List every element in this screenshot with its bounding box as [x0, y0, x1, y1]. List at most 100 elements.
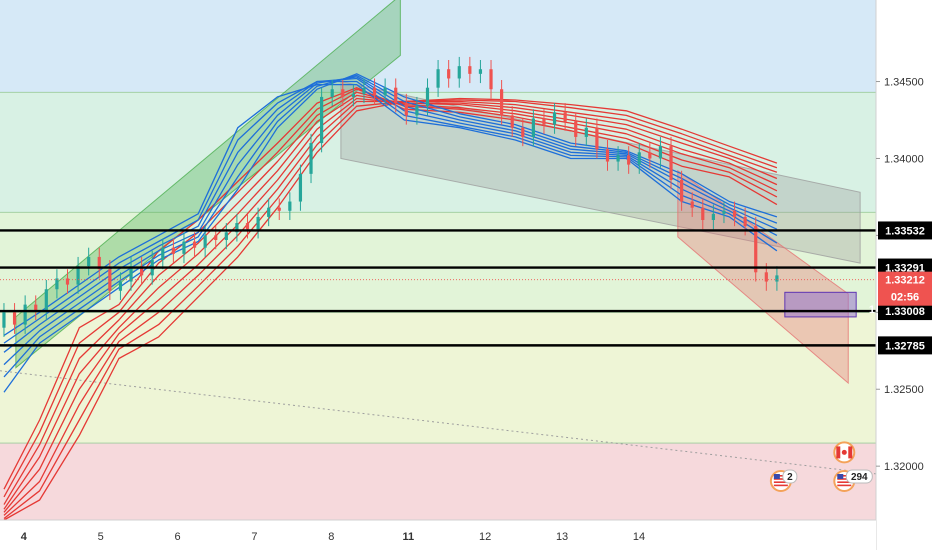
economic-events[interactable]: 2 294	[769, 441, 873, 492]
us-flag-stripe-2	[837, 481, 852, 483]
level-tag-label-1: 1.33291	[885, 263, 925, 275]
candle-60	[637, 152, 641, 165]
dotted-trend-line	[0, 370, 877, 475]
candle-58	[616, 155, 620, 162]
blue-ma-0	[3, 83, 778, 336]
blue-ma-5	[3, 73, 778, 393]
ca-flag-right	[848, 446, 853, 459]
level-tag-2	[878, 302, 932, 321]
ca-flag-leaf	[841, 449, 847, 455]
candle-66	[701, 207, 705, 220]
candle-71	[754, 226, 758, 273]
red-ma-3	[3, 94, 778, 510]
event-count-bubble	[782, 469, 798, 484]
candle-39	[415, 106, 419, 116]
candle-15	[161, 247, 165, 260]
x-tick-label-0: 4	[21, 531, 28, 543]
y-tick-label-5: 1.34500	[884, 77, 924, 89]
candle-70	[743, 216, 747, 227]
us-flag-stripe-0	[773, 475, 788, 477]
event-badge-0[interactable]: 2	[769, 469, 798, 492]
candle-18	[192, 241, 197, 248]
candle-49	[521, 127, 525, 137]
candle-3	[34, 304, 38, 311]
target-box	[784, 291, 857, 318]
candle-1	[12, 312, 17, 325]
event-badge-1[interactable]	[833, 441, 856, 464]
channel-0	[15, 0, 401, 369]
x-tick-label-4: 8	[328, 531, 334, 543]
candle-13	[140, 266, 144, 276]
candle-57	[605, 149, 610, 162]
candle-33	[351, 93, 355, 97]
candle-10	[108, 269, 112, 291]
red-ma-7	[3, 97, 778, 521]
candle-28	[298, 173, 303, 202]
candle-9	[97, 256, 101, 270]
candle-22	[235, 223, 239, 233]
event-count: 2	[787, 472, 793, 483]
candle-29	[309, 143, 313, 174]
x-tick-label-1: 5	[98, 531, 104, 543]
candle-7	[76, 266, 80, 285]
red-ma-6	[3, 99, 778, 520]
x-tick-label-2: 6	[175, 531, 181, 543]
candle-36	[383, 87, 387, 96]
candle-59	[627, 155, 631, 165]
ca-flag-left	[836, 446, 841, 459]
candle-65	[690, 201, 694, 208]
candle-19	[203, 235, 207, 248]
candle-0	[2, 312, 6, 328]
candle-20	[214, 235, 218, 240]
candle-38	[404, 103, 408, 116]
candle-46	[489, 69, 493, 90]
candle-4	[44, 289, 48, 311]
candle-37	[394, 87, 398, 104]
blue-ma-3	[3, 76, 778, 366]
red-ma-5	[3, 100, 778, 516]
level-tag-label-2: 1.33008	[885, 306, 925, 318]
candle-24	[256, 216, 260, 230]
red-ma-2	[3, 91, 778, 505]
price-axis-marker: 1	[869, 304, 875, 316]
x-tick-label-8: 14	[633, 531, 645, 543]
us-flag-stripe-1	[837, 478, 852, 480]
candle-12	[129, 266, 133, 282]
candle-31	[330, 89, 334, 97]
us-flag-stripe-3	[773, 484, 788, 487]
candle-35	[372, 87, 377, 96]
candle-25	[267, 207, 271, 217]
current-price-label: 1.33212	[885, 275, 925, 287]
candle-55	[584, 127, 588, 137]
price-zones	[0, 0, 876, 520]
candle-43	[457, 66, 461, 79]
candle-56	[595, 127, 599, 150]
candle-51	[542, 118, 546, 125]
red-ma-0	[3, 87, 778, 490]
time-axis-panel[interactable]	[0, 520, 876, 550]
us-flag-stripe-1	[773, 478, 788, 480]
candle-41	[436, 69, 440, 88]
candle-64	[680, 180, 684, 202]
candle-40	[425, 87, 430, 107]
trend-line	[0, 370, 877, 475]
level-tag-0	[878, 221, 932, 240]
candles	[2, 56, 779, 337]
y-tick-label-1: 1.32500	[884, 384, 924, 396]
candle-44	[468, 66, 472, 74]
event-badge-2[interactable]: 294	[833, 469, 873, 492]
current-price-tag	[878, 271, 932, 306]
event-count: 294	[851, 472, 868, 483]
x-tick-label-6: 12	[479, 531, 491, 543]
price-axis-tags: 1.33532 1.33291 1.33008 1.32785 1.33212 02:56…	[869, 221, 932, 355]
blue-ma-4	[3, 74, 778, 378]
red-ma-4	[3, 97, 778, 513]
level-tag-label-0: 1.33532	[885, 225, 925, 237]
candle-47	[500, 89, 504, 116]
candle-52	[552, 112, 557, 125]
candle-42	[447, 69, 451, 79]
zone-4	[0, 443, 876, 520]
candle-50	[531, 118, 535, 137]
countdown-label: 02:56	[891, 292, 919, 304]
